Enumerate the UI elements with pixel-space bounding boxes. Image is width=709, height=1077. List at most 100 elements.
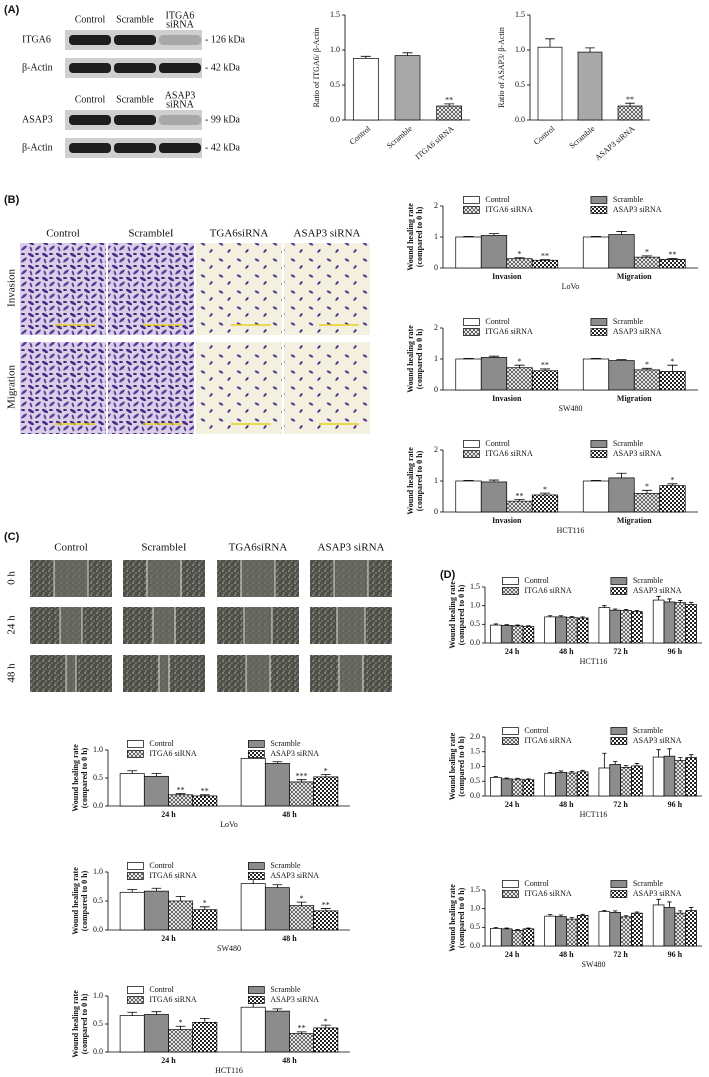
wound-gap [339,655,363,692]
y-tick-label: 0.5 [93,1019,103,1028]
bar [608,477,635,513]
x-tick-label: 24 h [505,950,520,959]
legend-swatch [463,318,480,326]
y-tick-label: 0.0 [470,791,480,800]
bar [264,1010,290,1053]
image-row-label: 48 h [6,663,18,683]
bar [674,912,687,947]
x-tick-label: Migration [617,516,652,525]
error-bar [678,600,683,603]
error-bar [514,499,525,502]
legend-swatch [610,587,628,595]
error-bar [320,1024,331,1028]
error-bar [463,235,474,237]
x-tick-label: Control [348,124,373,147]
bar [522,626,535,644]
legend-swatch [610,737,628,745]
bar [480,357,508,391]
legend-label: Scramble [270,861,301,870]
image-row-label: 24 h [6,615,18,635]
panel-label: (C) [4,531,20,543]
y-axis-label: (compared to 0 h) [80,870,89,931]
x-tick-label: Invasion [492,516,522,525]
bar [289,1033,315,1053]
bar [631,912,643,947]
bar [608,234,635,269]
blot-protein: ITGA6 [22,34,51,45]
bar [620,767,632,797]
panel-label: (B) [4,194,20,206]
bar [566,918,578,947]
y-tick-label: 1.5 [470,582,480,591]
error-bar [667,748,672,757]
legend-label: Scramble [633,879,664,888]
error-bar [580,616,585,618]
y-axis-label: Ratio of ASAP3/ β-Actin [497,27,506,108]
x-tick-label: 48 h [559,800,574,809]
bar [598,767,611,797]
y-axis-label: (compared to 0 h) [457,584,466,645]
y-tick-label: 1.5 [515,10,525,19]
bar [663,601,676,644]
error-bar [463,479,474,481]
error-bar [613,608,618,611]
x-tick-label: 48 h [559,647,574,656]
error-bar [272,884,283,888]
y-tick-label: 0.0 [93,801,103,810]
legend-swatch [502,587,519,595]
bar [576,771,589,797]
bar [500,778,513,797]
bar [609,912,621,947]
bar [192,909,218,931]
error-bar [444,103,455,106]
error-bar [656,898,661,905]
bar [480,235,508,269]
bar [522,928,535,947]
wound-gap [66,655,76,692]
bar [633,493,661,513]
bar [555,616,567,644]
significance: ** [201,787,209,796]
error-bar [590,235,602,237]
wound-gap [147,560,181,597]
transwell-image [196,243,282,335]
lane-label: ASAP3 [165,90,196,101]
image-column-label: ASAP3 siRNA [294,228,361,240]
error-bar [558,914,564,917]
error-bar [580,913,585,916]
bar [506,500,533,513]
legend-swatch [590,318,608,326]
bar [143,775,169,807]
x-tick-label: Control [532,124,557,147]
y-axis-label: Wound healing rate [71,867,80,935]
transwell-image [20,243,106,335]
error-bar [545,38,555,48]
legend-swatch [127,996,144,1004]
bar [582,236,610,269]
legend-label: Control [485,317,510,326]
error-bar [558,770,564,773]
x-tick-label: 72 h [613,647,628,656]
bar [455,236,482,269]
significance: * [543,485,547,494]
wound-gap [159,655,169,692]
bar [582,480,610,513]
legend-swatch [127,740,144,748]
y-axis-label: Wound healing rate [71,744,80,812]
significance: * [671,476,675,485]
y-tick-label: 1 [434,232,438,241]
error-bar [488,355,500,358]
bar [685,910,697,947]
bar [289,781,315,807]
legend-label: ITGA6 siRNA [149,871,197,880]
legend-swatch [610,890,628,898]
image-column-label: Control [46,228,80,240]
bar [240,883,266,931]
legend-label: Scramble [613,195,644,204]
bar [168,1029,194,1053]
legend-label: ASAP3 siRNA [270,871,319,880]
x-tick-label: 96 h [668,800,683,809]
error-bar [272,761,283,764]
transwell-image [108,342,194,434]
bar [659,371,686,391]
